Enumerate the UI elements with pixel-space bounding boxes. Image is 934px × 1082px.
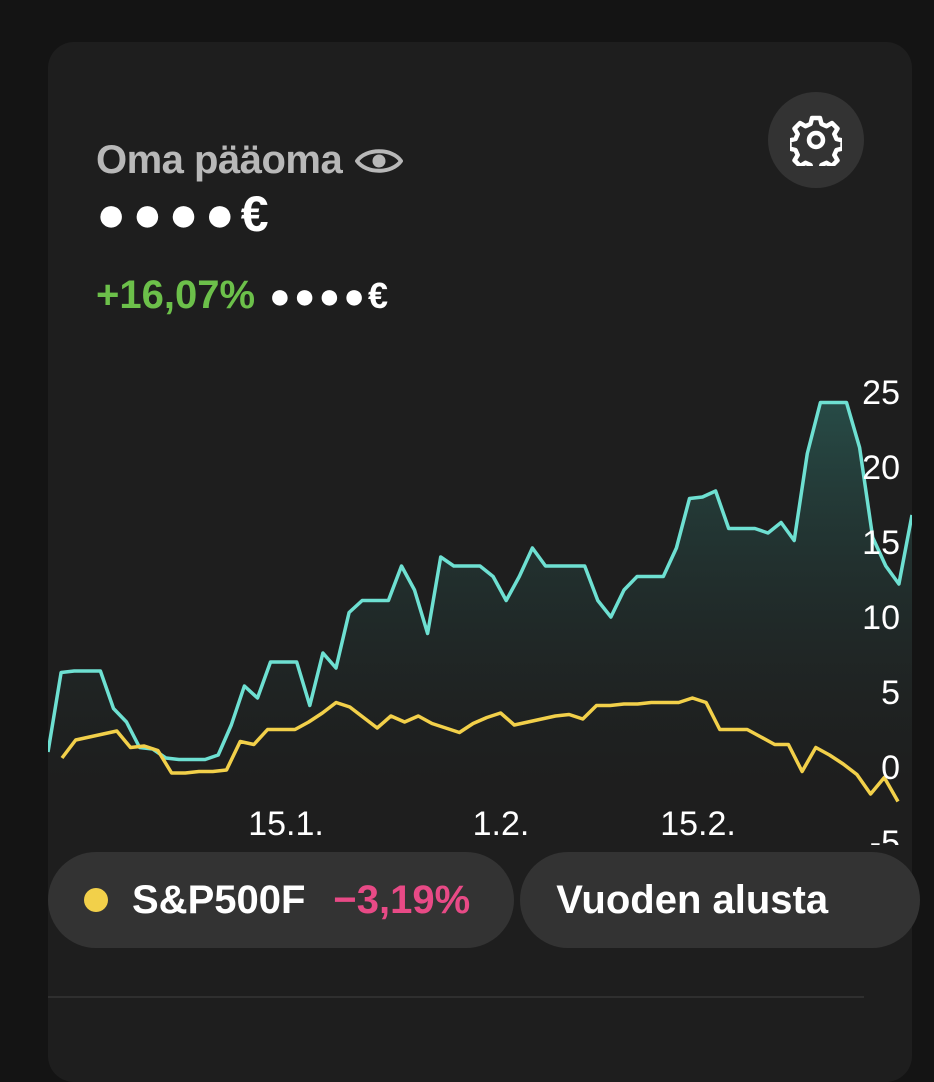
page-title: Oma pääoma (96, 138, 343, 182)
divider (48, 996, 864, 998)
period-selector-chip[interactable]: Vuoden alusta (520, 852, 921, 948)
portfolio-area-fill (48, 402, 912, 790)
change-percent: +16,07% (96, 273, 256, 317)
x-tick-label: 1.2. (473, 805, 530, 843)
benchmark-dot-icon (84, 888, 108, 912)
balance-value: ●●●●€ (96, 186, 275, 242)
gear-icon (790, 115, 842, 166)
chip-row: S&P500F −3,19% Vuoden alusta (48, 852, 921, 948)
title-row: Oma pääoma (96, 138, 404, 183)
y-tick-label: 0 (881, 749, 900, 787)
portfolio-line (48, 400, 912, 762)
period-label: Vuoden alusta (556, 877, 829, 922)
change-row: +16,07% ●●●●€ (96, 270, 391, 321)
eye-icon[interactable] (354, 144, 404, 178)
benchmark-label: S&P500F (132, 877, 306, 922)
y-tick-label: 10 (862, 599, 900, 637)
benchmark-chip[interactable]: S&P500F −3,19% (48, 852, 515, 948)
benchmark-change: −3,19% (333, 877, 471, 922)
y-axis: 25 20 15 10 5 0 -5 (862, 374, 900, 860)
y-tick-label: 15 (862, 524, 900, 562)
performance-chart[interactable]: 25 20 15 10 5 0 -5 15.1. 1.2. 15.2. (0, 0, 934, 860)
y-tick-label: 25 (862, 374, 900, 412)
chart-lines (48, 400, 912, 803)
change-amount: ●●●●€ (269, 275, 392, 316)
x-axis: 15.1. 1.2. 15.2. (248, 805, 736, 843)
y-tick-label: -5 (870, 824, 900, 860)
x-tick-label: 15.1. (248, 805, 324, 843)
y-tick-label: 5 (881, 674, 900, 712)
y-tick-label: 20 (862, 449, 900, 487)
settings-button[interactable] (768, 92, 864, 188)
chart-area (48, 402, 912, 790)
benchmark-line (60, 696, 900, 803)
x-tick-label: 15.2. (660, 805, 736, 843)
